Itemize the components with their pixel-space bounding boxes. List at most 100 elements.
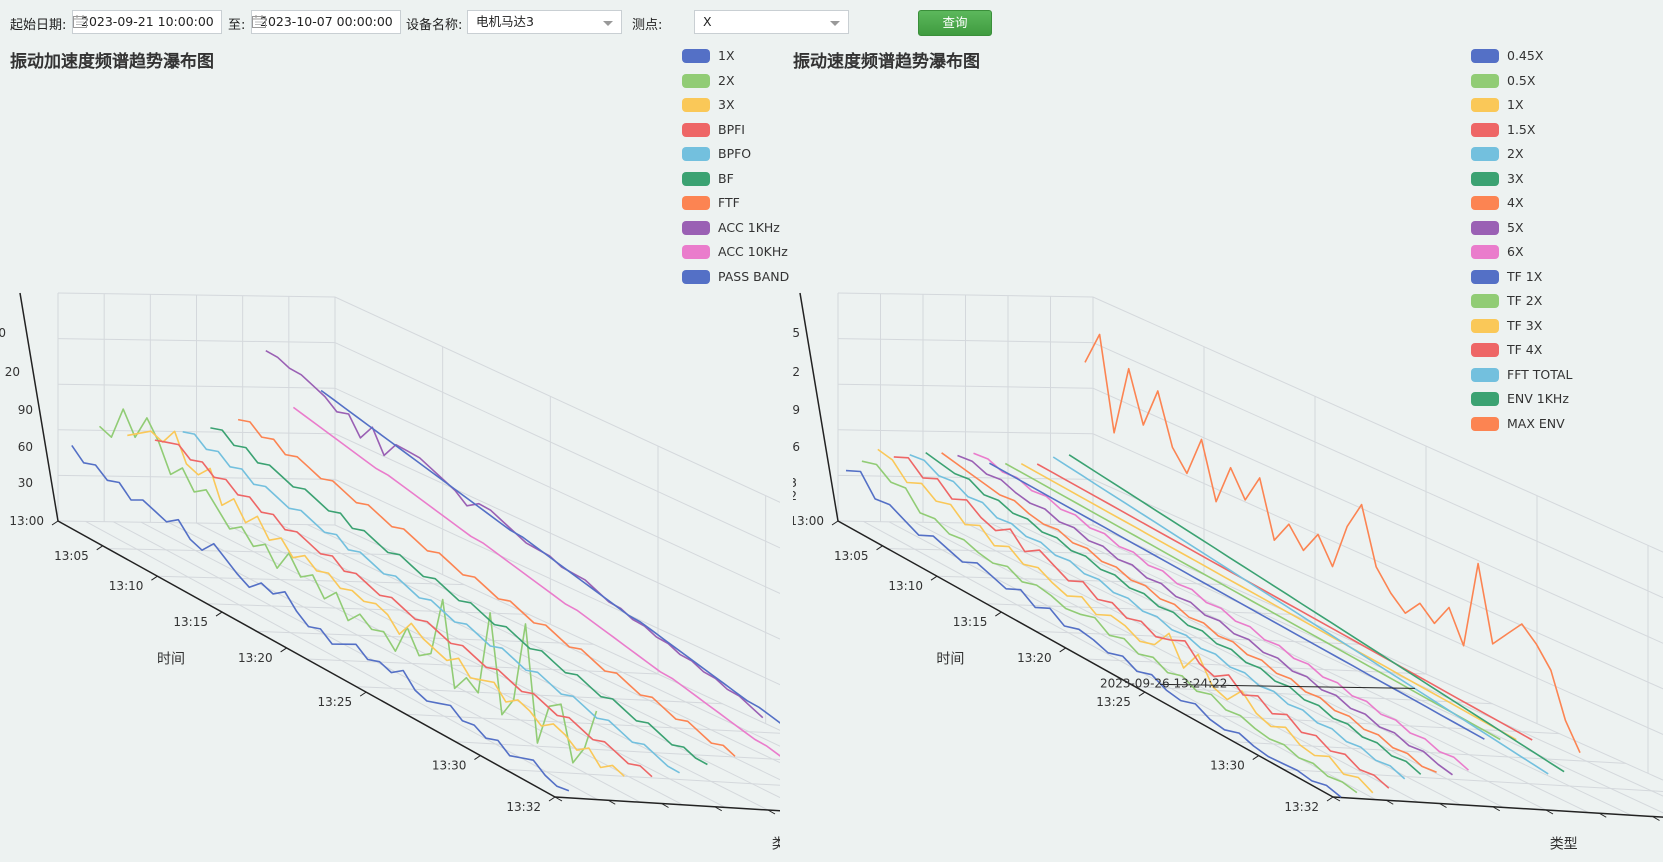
type-axis-tick — [1492, 806, 1500, 812]
time-axis-tick — [930, 575, 938, 581]
series-line-bpfi[interactable] — [154, 439, 653, 778]
type-axis-tick — [1599, 812, 1607, 818]
type-axis-line — [554, 796, 780, 812]
time-axis-tick — [995, 611, 1002, 617]
legend-label: 6X — [1507, 244, 1524, 259]
time-tick-label: 13:25 — [1096, 695, 1131, 709]
legend-swatch — [682, 122, 710, 137]
legend-label: 1X — [1507, 97, 1524, 112]
series-line-0-5x[interactable] — [861, 460, 1358, 794]
type-axis-tick — [714, 806, 722, 812]
series-line-bf[interactable] — [210, 427, 708, 766]
series-line-tf-3x[interactable] — [1020, 463, 1517, 741]
legend-swatch — [682, 147, 710, 161]
legend-label: TF 3X — [1507, 317, 1543, 333]
series-line-1x[interactable] — [877, 448, 1374, 794]
series-line-3x[interactable] — [127, 430, 625, 777]
series-line-4x[interactable] — [941, 452, 1437, 773]
time-tick-label: 13:05 — [54, 549, 89, 563]
series-line-tf-4x[interactable] — [1036, 463, 1533, 741]
type-axis-tick — [1652, 816, 1660, 821]
time-tick-label: 13:30 — [432, 759, 467, 773]
wall-gridline — [837, 383, 1663, 644]
series-line-1-5x[interactable] — [893, 456, 1390, 789]
time-tick-label: 13:10 — [109, 579, 144, 593]
value-tick-label: 2 — [793, 489, 797, 503]
legend-swatch — [1471, 294, 1499, 308]
end-date-value: 2023-10-07 00:00:00 — [260, 14, 393, 29]
start-date-input[interactable]: 2023-09-21 10:00:00 — [72, 10, 222, 34]
time-axis-tick — [51, 520, 59, 526]
series-line-0-45x[interactable] — [845, 469, 1342, 798]
series-line-max-env[interactable] — [1084, 333, 1581, 754]
legend-swatch — [1471, 171, 1499, 186]
calendar-icon[interactable] — [73, 15, 87, 28]
wall-gridline — [57, 383, 780, 595]
legend-swatch — [682, 49, 710, 63]
time-tick-label: 13:32 — [506, 800, 541, 814]
time-tick-label: 13:00 — [9, 514, 44, 528]
series-line-2x[interactable] — [909, 453, 1406, 780]
series-line-6x[interactable] — [973, 452, 1470, 771]
calendar-icon[interactable] — [252, 15, 266, 28]
type-axis-tick — [1386, 799, 1394, 805]
legend-label: 2X — [718, 72, 735, 88]
legend-label: BPFI — [718, 121, 745, 137]
device-name-label: 设备名称: — [406, 18, 463, 33]
measure-point-value: X — [703, 14, 712, 29]
time-axis-tick — [215, 611, 223, 617]
legend-label: 0.5X — [1507, 72, 1536, 88]
series-line-acc-10khz[interactable] — [292, 406, 780, 763]
floor-gridline — [107, 548, 400, 556]
series-line-env-1khz[interactable] — [1068, 454, 1565, 773]
floor-gridline — [887, 548, 1160, 556]
type-axis-title: 类型 — [772, 837, 780, 853]
value-tick-label: 3 — [793, 476, 797, 490]
legend-swatch — [1471, 220, 1499, 235]
legend-swatch — [682, 98, 710, 112]
time-tick-label: 13:20 — [1017, 651, 1052, 665]
legend-label: ACC 1KHz — [718, 219, 780, 235]
floor-gridline — [207, 603, 529, 615]
waterfall-chart-acceleration[interactable]: 13:00 13:05 13:10 13:15 13:20 13:25 13:30 13:32… — [0, 0, 780, 862]
waterfall-chart-velocity[interactable]: 13:00 13:05 13:10 13:15 13:20 13:25 13:30 13:32… — [793, 0, 1663, 862]
value-tick-label: 30 — [18, 476, 33, 490]
floor-gridline — [157, 575, 465, 586]
floor-gridline — [1184, 713, 1560, 735]
time-axis-tick — [876, 545, 883, 551]
series-line-fft-total[interactable] — [1052, 456, 1549, 775]
type-axis-tick — [554, 796, 563, 802]
series-line-tf-1x[interactable] — [989, 462, 1485, 740]
type-axis-tick — [1545, 809, 1554, 815]
chart-title-right: 振动速度频谱趋势瀑布图 — [793, 52, 980, 72]
series-line-3x[interactable] — [925, 451, 1422, 775]
series-line-pass-band[interactable] — [320, 389, 780, 752]
time-axis-tick — [1326, 796, 1334, 802]
time-axis-tick — [1252, 755, 1260, 761]
legend-swatch — [1471, 98, 1499, 112]
legend-swatch — [682, 269, 710, 284]
floor-gridline — [554, 796, 780, 812]
measure-point-select[interactable]: X — [694, 10, 849, 34]
series-line-tf-2x[interactable] — [1004, 462, 1501, 741]
time-axis-tick — [280, 647, 287, 653]
time-axis-tick — [831, 520, 839, 526]
series-line-acc-1khz[interactable] — [265, 350, 764, 719]
series-line-ftf[interactable] — [237, 418, 736, 757]
series-line-2x[interactable] — [98, 408, 598, 764]
device-select[interactable]: 电机马达3 — [467, 10, 622, 34]
legend-label: BPFO — [718, 146, 752, 161]
query-button[interactable]: 查询 — [918, 10, 992, 36]
legend-swatch — [1471, 416, 1499, 431]
legend-label: 5X — [1507, 219, 1524, 235]
time-axis-title: 时间 — [157, 651, 185, 667]
value-tick-label: 60 — [18, 440, 33, 454]
time-tick-label: 13:00 — [793, 514, 824, 528]
to-label: 至: — [228, 18, 246, 33]
legend-label: ENV 1KHz — [1507, 391, 1569, 406]
series-line-5x[interactable] — [957, 454, 1453, 776]
series-line-1x[interactable] — [71, 444, 570, 792]
end-date-input[interactable]: 2023-10-07 00:00:00 — [251, 10, 401, 34]
floor-gridline — [505, 768, 780, 786]
series-line-bpfo[interactable] — [182, 431, 680, 774]
